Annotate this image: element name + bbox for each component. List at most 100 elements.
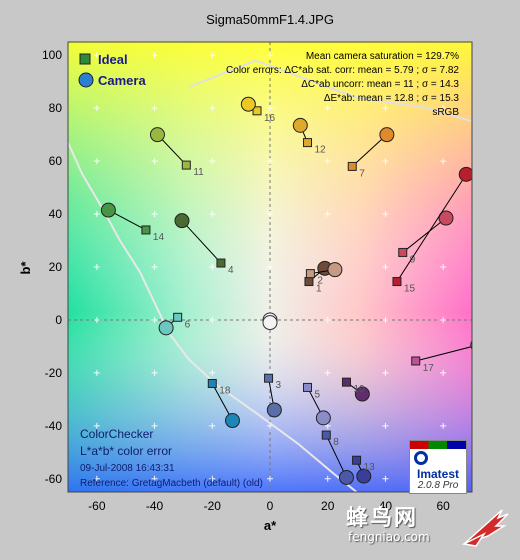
patch-label-14: 14	[153, 232, 165, 243]
grid-cross	[209, 369, 216, 376]
patch-label-17: 17	[423, 363, 435, 374]
error-line-7	[351, 134, 388, 167]
grid-cross	[440, 422, 447, 429]
watermark: 蜂鸟网 fengniao.com	[346, 500, 516, 556]
y-tick-labels: 100 80 60 40 20 0 -20 -40 -60	[42, 48, 62, 486]
y-tick-label: -20	[45, 366, 63, 380]
patch-label-10: 10	[353, 384, 365, 395]
patch-label-11: 11	[193, 167, 204, 178]
error-line-4	[181, 220, 222, 264]
grid-cross	[93, 475, 100, 482]
x-tick-label: 60	[436, 499, 450, 513]
grid-cross	[267, 475, 273, 482]
plot-frame	[67, 41, 473, 493]
camera-point-18	[224, 413, 240, 429]
y-tick-label: 60	[49, 154, 63, 168]
x-axis-label: a*	[264, 518, 277, 533]
grid-cross	[151, 316, 158, 323]
grid-cross	[382, 158, 389, 165]
patch-label-15: 15	[404, 284, 416, 295]
x-tick-label: -60	[88, 499, 106, 513]
grid-cross	[324, 52, 331, 59]
ideal-point-9	[398, 247, 408, 257]
camera-point-11	[149, 127, 165, 143]
y-tick-label: -40	[45, 419, 63, 433]
grid-cross	[151, 475, 158, 482]
grid-cross	[209, 105, 216, 112]
imatest-logo: Imatest 2.0.8 Pro	[409, 440, 467, 494]
y-tick-label: 80	[49, 101, 63, 115]
grid-cross	[209, 475, 216, 482]
grid-cross	[209, 52, 216, 59]
camera-point-8	[338, 469, 354, 485]
stats-line-1: Mean camera saturation = 129.7%	[306, 51, 459, 62]
footer-reference: Reference: GretagMacbeth (default) (old)	[80, 478, 263, 489]
logo-brand: Imatest	[416, 467, 460, 481]
error-line-8	[325, 434, 347, 478]
y-tick-label: 100	[42, 48, 62, 62]
camera-point-5	[315, 410, 331, 426]
grid-cross	[93, 105, 100, 112]
grid-cross	[324, 475, 331, 482]
grid-cross	[151, 105, 158, 112]
stats-line-5: sRGB	[432, 107, 459, 118]
grid-cross	[382, 369, 389, 376]
logo-version: 2.0.8 Pro	[417, 480, 459, 491]
camera-point-15	[458, 166, 472, 182]
bird-logo-icon	[461, 509, 509, 547]
grid-cross	[209, 422, 216, 429]
grid-cross	[382, 52, 389, 59]
grid-cross	[382, 211, 389, 218]
stats-block: Mean camera saturation = 129.7% Color er…	[226, 51, 459, 118]
error-line-15	[396, 174, 467, 282]
patch-label-18: 18	[219, 385, 231, 396]
legend-camera-label: Camera	[98, 73, 146, 88]
patch-label-7: 7	[359, 168, 365, 179]
grid-cross	[93, 264, 100, 270]
grid-cross	[151, 264, 158, 270]
gamut-boundary-top	[188, 59, 472, 123]
legend-ideal-marker	[79, 53, 91, 65]
y-tick-label: -60	[45, 472, 63, 486]
patch-label-4: 4	[228, 265, 234, 276]
camera-point-7	[379, 127, 395, 143]
y-tick-label: 20	[49, 260, 63, 274]
camera-point-13	[356, 468, 372, 484]
grid-cross	[440, 158, 447, 165]
grid-cross	[209, 264, 216, 270]
ideal-point-5	[303, 382, 313, 392]
grid-cross	[93, 422, 100, 429]
footer-line-1: ColorChecker	[80, 427, 153, 441]
grid-cross	[382, 105, 389, 112]
grid-cross	[267, 158, 273, 165]
footer-block: ColorChecker L*a*b* color error 09-Jul-2…	[80, 427, 263, 489]
x-tick-label: -20	[204, 499, 222, 513]
legend-camera-marker	[78, 72, 94, 88]
grid-cross	[440, 369, 447, 376]
x-tick-label: 20	[321, 499, 335, 513]
ideal-point-13	[352, 455, 362, 465]
stats-line-4: ΔE*ab: mean = 12.8 ; σ = 15.3	[324, 93, 460, 104]
ideal-point-6	[173, 312, 183, 322]
ideal-point-2	[305, 269, 315, 279]
footer-line-2: L*a*b* color error	[80, 444, 172, 458]
watermark-text: 蜂鸟网	[346, 506, 419, 531]
grid-cross	[267, 264, 273, 270]
grid-cross	[324, 369, 331, 376]
camera-point-2	[327, 262, 343, 278]
neutral-point-1	[262, 315, 278, 331]
chart-title: Sigma50mmF1.4.JPG	[206, 12, 334, 27]
patch-label-5: 5	[315, 389, 321, 400]
grid-cross	[382, 264, 389, 270]
stats-line-2: Color errors: ΔC*ab sat. corr: mean = 5.…	[226, 65, 459, 76]
camera-point-16	[240, 96, 256, 112]
grid-cross	[209, 211, 216, 218]
patch-label-9: 9	[410, 254, 416, 265]
stats-line-3: ΔC*ab uncorr: mean = 11 ; σ = 14.3	[301, 79, 459, 90]
ideal-point-8	[321, 430, 331, 440]
camera-point-3	[266, 402, 282, 418]
x-tick-label: 40	[379, 499, 393, 513]
ideal-point-17	[411, 356, 421, 366]
ideal-point-1	[304, 277, 314, 287]
camera-point-12	[292, 117, 308, 133]
